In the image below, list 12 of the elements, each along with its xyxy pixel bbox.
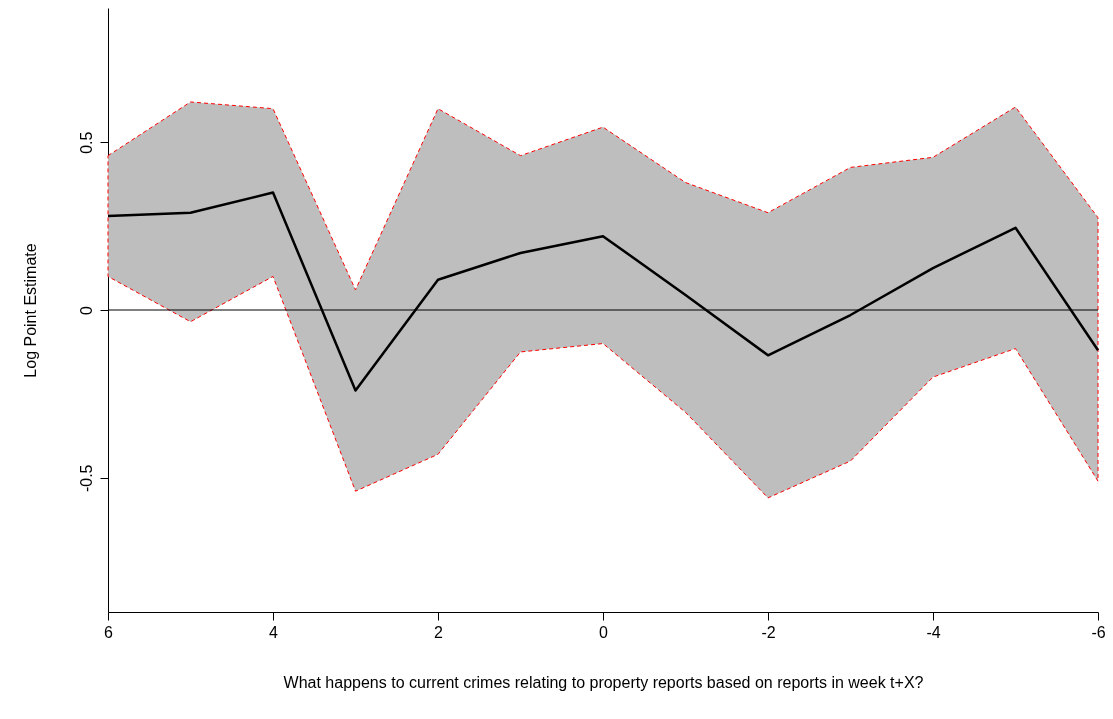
x-tick-label: -2 (761, 623, 776, 641)
y-tick-label: 0.5 (77, 131, 95, 154)
x-tick-label: 4 (269, 623, 279, 641)
x-tick-label: -4 (926, 623, 941, 641)
x-tick-label: -6 (1091, 623, 1106, 641)
y-axis-title: Log Point Estimate (21, 243, 39, 378)
y-tick-label: 0 (77, 305, 95, 315)
x-tick-label: 6 (104, 623, 114, 641)
x-axis-title: What happens to current crimes relating to property reports based on reports in week t+X? (283, 673, 924, 691)
y-tick-label: -0.5 (77, 464, 95, 493)
x-tick-label: 2 (434, 623, 444, 641)
x-tick-label: 0 (599, 623, 609, 641)
